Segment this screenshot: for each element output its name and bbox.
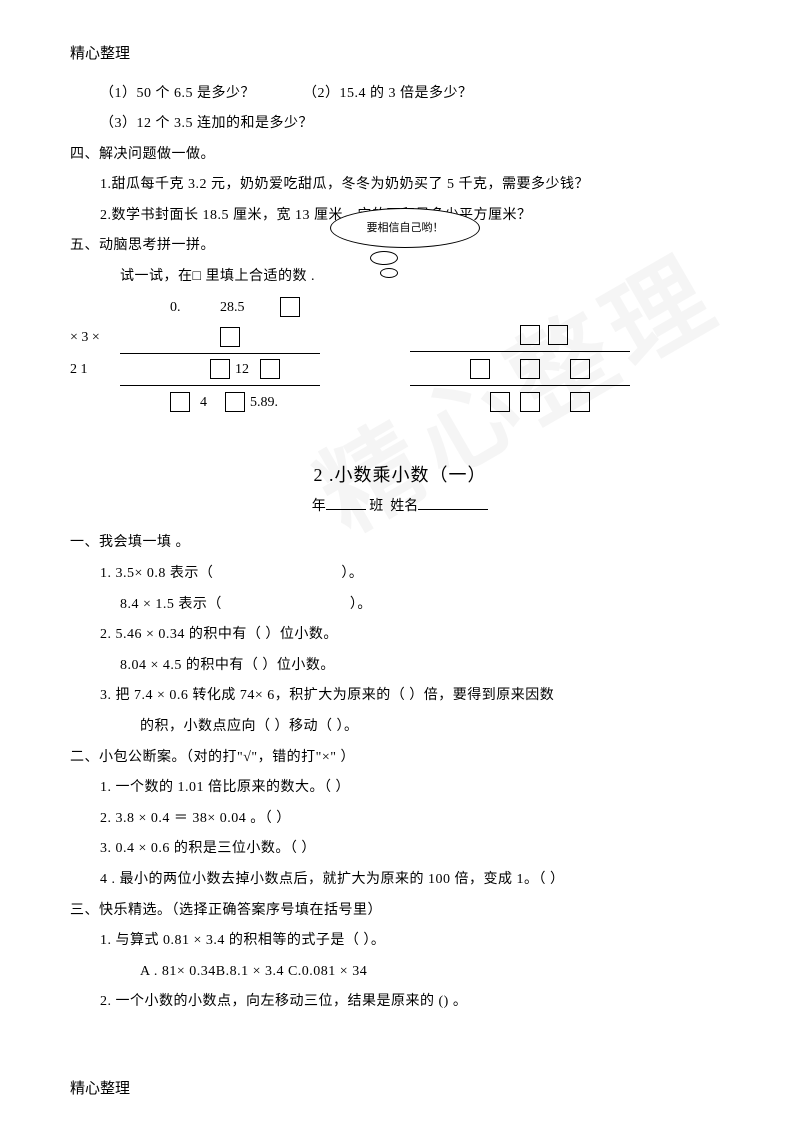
txt: ）。	[341, 566, 363, 581]
label-name: 姓名	[390, 499, 418, 514]
q1: （1）50 个 6.5 是多少？	[100, 86, 255, 101]
thought-bubble: 要相信自己哟！	[330, 208, 480, 278]
q2: （2）15.4 的 3 倍是多少？	[303, 86, 473, 101]
section-1-title: 一、我会填一填 。	[70, 530, 730, 557]
txt: 28.5	[220, 300, 245, 315]
name-line: 年 班 姓名	[70, 494, 730, 521]
s2-3: 3. 0.4 × 0.6 的积是三位小数。（ ）	[70, 836, 730, 863]
fill-box[interactable]	[225, 392, 245, 412]
txt: 2 1	[70, 362, 88, 377]
blank-year[interactable]	[326, 496, 366, 510]
fill-box[interactable]	[470, 359, 490, 379]
fill-box[interactable]	[548, 325, 568, 345]
blank-name[interactable]	[418, 496, 488, 510]
page-footer: 精心整理	[70, 1075, 130, 1104]
fill-box[interactable]	[570, 392, 590, 412]
fill-box[interactable]	[570, 359, 590, 379]
q3: （3）12 个 3.5 连加的和是多少？	[70, 111, 730, 138]
label-year: 年	[312, 499, 326, 514]
section-3-title: 三、快乐精选。（选择正确答案序号填在括号里）	[70, 898, 730, 925]
txt: 12	[235, 362, 249, 377]
question-row: （1）50 个 6.5 是多少？ （2）15.4 的 3 倍是多少？	[70, 81, 730, 108]
txt: 5.89.	[250, 395, 278, 410]
s1-2a: 2. 5.46 × 0.34 的积中有（ ）位小数。	[70, 622, 730, 649]
section-2-title: 二、小包公断案。（对的打"√"，错的打"×" ）	[70, 745, 730, 772]
s2-4: 4 . 最小的两位小数去掉小数点后，就扩大为原来的 100 倍，变成 1。（ ）	[70, 867, 730, 894]
fill-box[interactable]	[280, 297, 300, 317]
txt: 8.4 × 1.5 表示（	[120, 597, 222, 612]
worksheet-title: 2 .小数乘小数（一）	[70, 458, 730, 492]
label-class: 班	[369, 499, 383, 514]
s1-3b: 的积，小数点应向（ ）移动（ ）。	[70, 714, 730, 741]
s3-1-opts: A . 81× 0.34B.8.1 × 3.4 C.0.081 × 34	[70, 959, 730, 986]
txt: 0.	[170, 300, 181, 315]
s2-2: 2. 3.8 × 0.4 ＝ 38× 0.04 。（ ）	[70, 806, 730, 833]
fill-box[interactable]	[520, 359, 540, 379]
s1-2b: 8.04 × 4.5 的积中有（ ）位小数。	[70, 653, 730, 680]
bubble-dot	[370, 251, 398, 265]
bubble-dot	[380, 268, 398, 278]
s1-1b: 8.4 × 1.5 表示（ ）。	[70, 592, 730, 619]
txt: 1. 3.5× 0.8 表示（	[100, 566, 213, 581]
fill-box[interactable]	[210, 359, 230, 379]
section-4-title: 四、解决问题做一做。	[70, 142, 730, 169]
fill-box[interactable]	[490, 392, 510, 412]
puzzle-area: 0. 28.5 × 3 × 2 1 12 4 5.89.	[70, 295, 730, 450]
s3-2: 2. 一个小数的小数点，向左移动三位，结果是原来的 () 。	[70, 989, 730, 1016]
s1-1a: 1. 3.5× 0.8 表示（ ）。	[70, 561, 730, 588]
s3-1: 1. 与算式 0.81 × 3.4 的积相等的式子是（ ）。	[70, 928, 730, 955]
page-header: 精心整理	[70, 40, 730, 69]
sec4-item1: 1.甜瓜每千克 3.2 元，奶奶爱吃甜瓜，冬冬为奶奶买了 5 千克，需要多少钱？	[70, 172, 730, 199]
bubble-text: 要相信自己哟！	[330, 208, 480, 248]
s1-3a: 3. 把 7.4 × 0.6 转化成 74× 6，积扩大为原来的（ ）倍，要得到…	[70, 683, 730, 710]
txt: ）。	[350, 597, 372, 612]
fill-box[interactable]	[520, 325, 540, 345]
fill-box[interactable]	[170, 392, 190, 412]
txt: 4	[200, 395, 207, 410]
fill-box[interactable]	[260, 359, 280, 379]
s2-1: 1. 一个数的 1.01 倍比原来的数大。（ ）	[70, 775, 730, 802]
txt: × 3 ×	[70, 330, 100, 345]
fill-box[interactable]	[520, 392, 540, 412]
fill-box[interactable]	[220, 327, 240, 347]
